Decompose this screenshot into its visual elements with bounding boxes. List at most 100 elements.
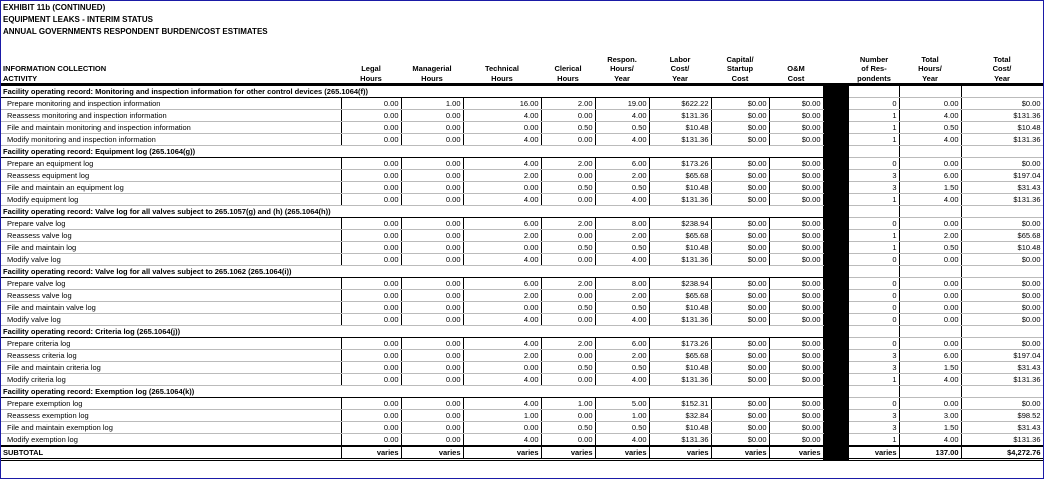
header: EXHIBIT 11b (CONTINUED) EQUIPMENT LEAKS -… (3, 2, 268, 38)
column-header: Capital/Startup Cost (711, 47, 769, 86)
value-cell: 6.00 (463, 217, 542, 230)
value-cell: 0.00 (401, 433, 464, 447)
separator-cell (823, 397, 849, 410)
column-header: Total Hours/Year (899, 47, 961, 86)
value-cell: $131.36 (649, 433, 712, 447)
value-cell: 4.00 (595, 313, 650, 326)
empty-cell (961, 145, 1043, 158)
column-header-line: Cost/ (992, 64, 1012, 73)
empty-cell (899, 84, 962, 98)
value-cell: 0.00 (463, 121, 542, 134)
value-cell: 4.00 (463, 373, 542, 386)
value-cell: 0.00 (401, 301, 464, 314)
section-title: Facility operating record: Equipment log… (1, 145, 823, 158)
value-cell: 2.00 (541, 157, 596, 170)
data-row: Reassess exemption log 0.00 0.00 1.00 0.00 1.… (1, 409, 1043, 422)
value-cell: 0.00 (401, 169, 464, 182)
value-cell: 0 (849, 97, 900, 110)
value-cell: $10.48 (961, 241, 1043, 254)
value-cell: 0 (849, 301, 900, 314)
value-cell: $0.00 (711, 157, 770, 170)
separator-cell (823, 133, 849, 146)
value-cell: 0.00 (401, 373, 464, 386)
column-header: Legal Hours (341, 47, 401, 86)
value-cell: 1.00 (401, 97, 464, 110)
value-cell: 4.00 (463, 313, 542, 326)
value-cell: $0.00 (769, 229, 824, 242)
value-cell: $31.43 (961, 421, 1043, 434)
value-cell: 4.00 (463, 109, 542, 122)
value-cell: $131.36 (961, 193, 1043, 206)
value-cell: $0.00 (769, 277, 824, 290)
value-cell: $0.00 (711, 397, 770, 410)
activity-cell: File and maintain an equipment log (1, 181, 342, 194)
value-cell: $0.00 (711, 349, 770, 362)
activity-cell: Reassess equipment log (1, 169, 342, 182)
value-cell: $0.00 (769, 289, 824, 302)
empty-cell (849, 325, 900, 338)
data-row: File and maintain criteria log 0.00 0.00 0.… (1, 361, 1043, 374)
empty-cell (961, 84, 1043, 98)
value-cell: $0.00 (711, 97, 770, 110)
value-cell: varies (341, 445, 402, 461)
value-cell: 0.00 (341, 133, 402, 146)
section-row: Facility operating record: Criteria log … (1, 325, 1043, 338)
value-cell: 0.00 (341, 301, 402, 314)
column-header: Technical Hours (463, 47, 541, 86)
column-header-line: Managerial (412, 64, 452, 73)
value-cell: $152.31 (649, 397, 712, 410)
separator-cell (823, 47, 849, 86)
value-cell: 4.00 (595, 373, 650, 386)
column-header-line: Year (672, 73, 688, 83)
value-cell: 1 (849, 229, 900, 242)
value-cell: $0.00 (961, 397, 1043, 410)
column-header-line: Capital/ (726, 54, 754, 64)
separator-cell (823, 445, 849, 461)
data-row: Prepare criteria log 0.00 0.00 4.00 2.00 6.00… (1, 337, 1043, 350)
column-header-line: pondents (857, 73, 891, 83)
value-cell: $0.00 (961, 157, 1043, 170)
column-header-line: Respon. (607, 54, 637, 64)
value-cell: 0.00 (541, 109, 596, 122)
value-cell: varies (595, 445, 650, 461)
value-cell: 4.00 (899, 433, 962, 447)
activity-cell: Modify equipment log (1, 193, 342, 206)
value-cell: $131.36 (961, 433, 1043, 447)
separator-cell (823, 145, 849, 158)
value-cell: $0.00 (769, 217, 824, 230)
separator-cell (823, 289, 849, 302)
value-cell: $10.48 (649, 301, 712, 314)
empty-cell (961, 265, 1043, 278)
data-row: Prepare valve log 0.00 0.00 6.00 2.00 8.00 $23… (1, 217, 1043, 230)
value-cell: 1.00 (595, 409, 650, 422)
value-cell: 2.00 (595, 169, 650, 182)
data-row: File and maintain an equipment log 0.00 0.… (1, 181, 1043, 194)
value-cell: 6.00 (463, 277, 542, 290)
section-title: Facility operating record: Valve log for… (1, 265, 823, 278)
value-cell: $197.04 (961, 349, 1043, 362)
activity-cell: Modify valve log (1, 313, 342, 326)
value-cell: 0.00 (541, 313, 596, 326)
value-cell: 137.00 (899, 445, 962, 461)
value-cell: 0.00 (899, 313, 962, 326)
data-row: File and maintain monitoring and inspect… (1, 121, 1043, 134)
activity-cell: Prepare an equipment log (1, 157, 342, 170)
value-cell: 0.00 (341, 121, 402, 134)
activity-cell: File and maintain criteria log (1, 361, 342, 374)
column-header-line: INFORMATION COLLECTION (3, 64, 107, 73)
value-cell: varies (649, 445, 712, 461)
column-header-line: Hours (557, 73, 579, 83)
column-header-line: Hours/ (918, 64, 942, 73)
value-cell: 0.00 (463, 301, 542, 314)
column-header-line: Startup (726, 64, 754, 73)
activity-cell: SUBTOTAL (1, 445, 342, 461)
value-cell: 0.00 (463, 361, 542, 374)
activity-cell: File and maintain valve log (1, 301, 342, 314)
value-cell: $0.00 (961, 277, 1043, 290)
activity-cell: Prepare valve log (1, 277, 342, 290)
data-row: File and maintain valve log 0.00 0.00 0.00 0… (1, 301, 1043, 314)
value-cell: 0.00 (401, 229, 464, 242)
section-row: Facility operating record: Valve log for… (1, 265, 1043, 278)
data-row: Reassess monitoring and inspection infor… (1, 109, 1043, 122)
empty-cell (899, 145, 962, 158)
